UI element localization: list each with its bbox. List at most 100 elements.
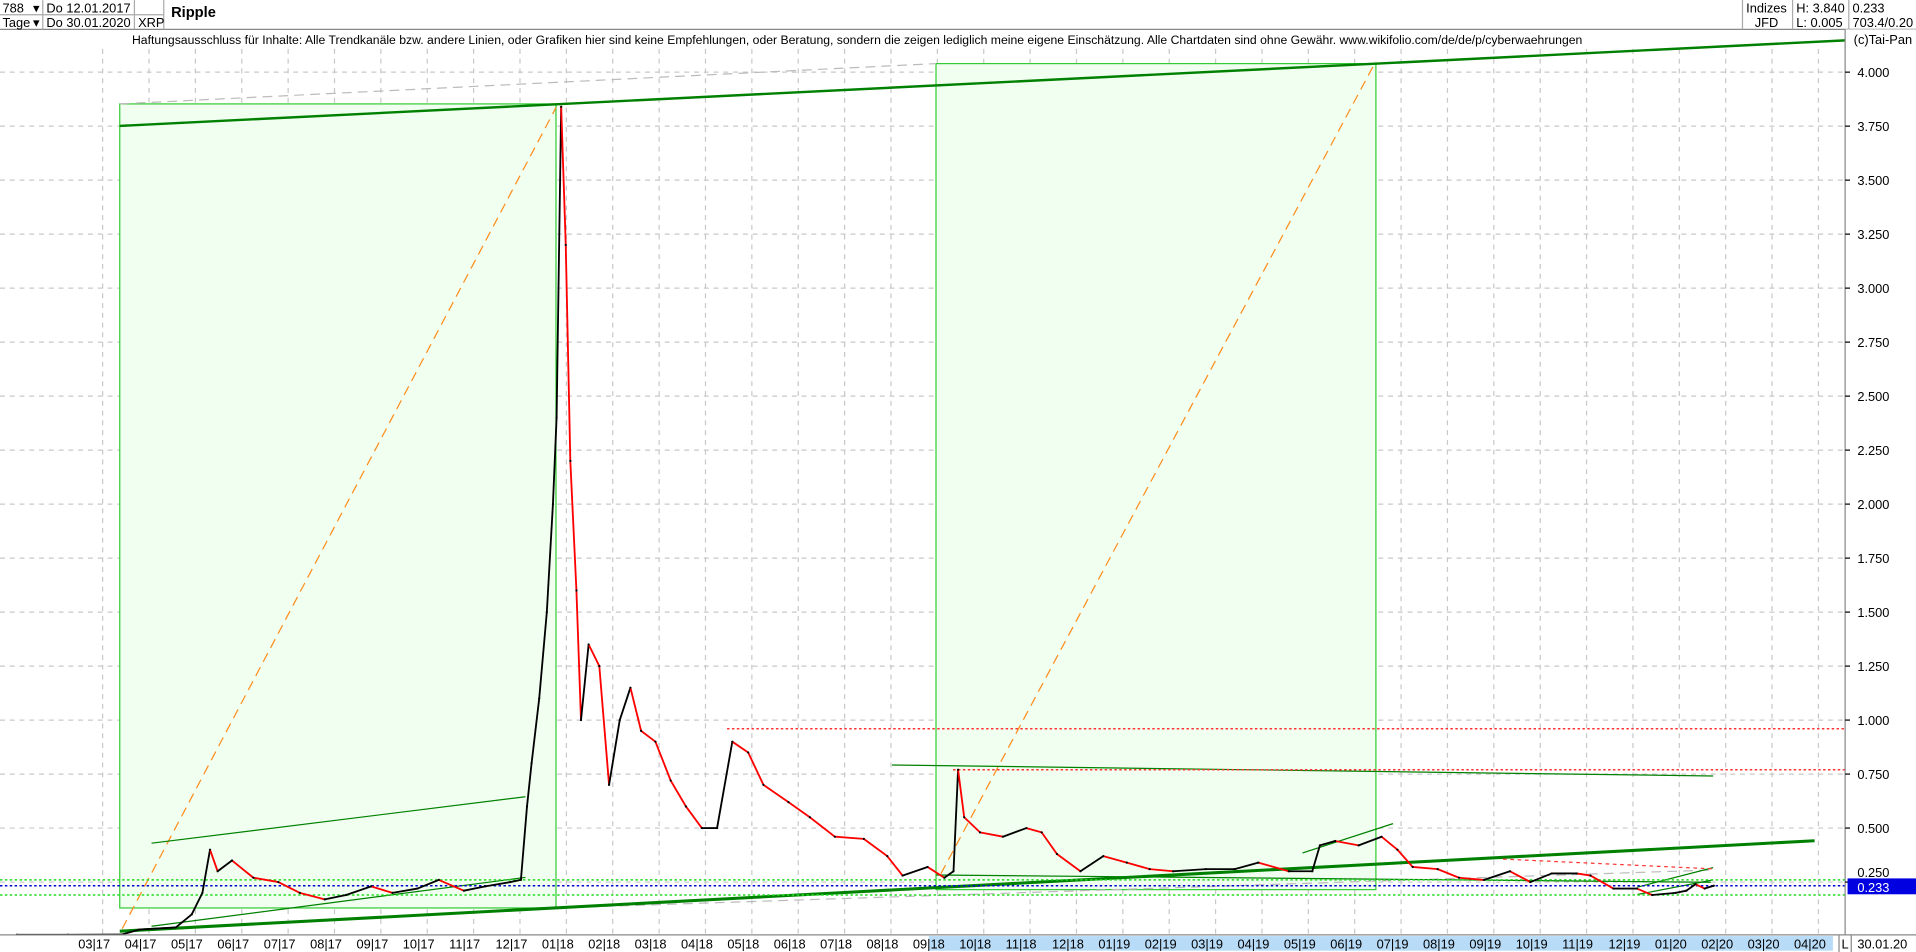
price-point: [669, 779, 672, 782]
x-tick-label: 06|17: [217, 936, 249, 951]
price-point: [833, 835, 836, 838]
horizontal-levels: [0, 727, 1846, 896]
price-point: [684, 805, 688, 808]
price-point: [538, 697, 541, 700]
bars-count-select[interactable]: 788: [2, 0, 23, 15]
price-segment: [1103, 855, 1128, 864]
price-point: [1040, 831, 1043, 834]
price-point: [1674, 891, 1677, 894]
price-segment: [979, 831, 1004, 838]
price-segment: [608, 719, 621, 786]
price-segment: [886, 855, 904, 877]
x-tick-label: 12|17: [496, 936, 528, 951]
date-from[interactable]: Do 12.01.2017: [46, 0, 130, 15]
price-point: [1411, 865, 1414, 869]
price-segment: [438, 879, 465, 892]
x-tick-label: 02|20: [1701, 936, 1733, 951]
trend-thin-5: [1302, 823, 1394, 854]
price-point: [484, 885, 487, 888]
axis-end-label: L: [1841, 936, 1848, 951]
price-segment: [629, 687, 642, 732]
price-segment: [1311, 845, 1321, 872]
price-segment: [927, 866, 945, 879]
price-point: [391, 891, 394, 894]
price-point: [298, 891, 301, 894]
x-tick-label: 10|17: [403, 936, 435, 951]
y-tick-label: 2.500: [1857, 389, 1889, 404]
price-point: [190, 913, 193, 916]
x-tick-label: 04|20: [1794, 936, 1826, 951]
price-point: [569, 459, 572, 463]
price-segment: [1334, 840, 1359, 847]
price-point: [564, 243, 567, 247]
price-segment: [1002, 827, 1027, 838]
price-series: [15, 105, 1715, 936]
chevron-down-icon[interactable]: ▾: [33, 0, 40, 15]
price-point: [370, 885, 373, 888]
price-point: [1055, 852, 1059, 856]
x-tick-label: 01|19: [1098, 936, 1130, 951]
analysis-overlays: [119, 39, 1846, 933]
price-segment: [1126, 861, 1150, 870]
price-point: [762, 783, 765, 786]
price-point: [1257, 861, 1260, 864]
price-point: [1172, 870, 1175, 873]
x-tick-label: 11|17: [449, 936, 480, 951]
price-point: [943, 876, 946, 879]
price-point: [715, 826, 719, 830]
price-segment: [190, 892, 204, 915]
header-bar: 788 ▾ Tage ▾ Do 12.01.2017 Do 30.01.2020…: [0, 0, 1916, 30]
y-tick-label: 2.250: [1857, 443, 1889, 458]
price-segment: [175, 913, 193, 929]
price-segment: [575, 590, 582, 721]
price-segment: [1437, 868, 1460, 879]
price-point: [598, 664, 601, 668]
price-segment: [1358, 835, 1382, 847]
y-tick-label: 1.000: [1857, 713, 1889, 728]
price-segment: [253, 876, 279, 883]
date-to[interactable]: Do 30.01.2020: [46, 15, 130, 30]
price-point: [1396, 848, 1399, 851]
chevron-down-icon[interactable]: ▾: [33, 15, 40, 30]
price-segment: [598, 666, 610, 785]
price-point: [1311, 870, 1314, 873]
red-dashed-trend: [1502, 858, 1714, 870]
x-tick-label: 07|19: [1377, 936, 1409, 951]
x-tick-label: 04|17: [125, 936, 157, 951]
price-point: [1204, 868, 1207, 871]
x-tick-label: 11|18: [1006, 936, 1037, 951]
price-segment: [1675, 889, 1687, 894]
price-segment: [1652, 891, 1676, 896]
price-segment: [530, 698, 541, 764]
x-tick-label: 05|18: [727, 936, 759, 951]
last-price-label: 0.233: [1857, 880, 1889, 895]
price-point: [1079, 870, 1082, 873]
price-segment: [963, 816, 981, 834]
price-point: [579, 718, 583, 722]
price-point: [886, 855, 889, 858]
price-segment: [787, 801, 811, 819]
x-tick-label: 09|17: [356, 936, 388, 951]
price-point: [1001, 835, 1005, 838]
price-segment: [370, 885, 393, 894]
price-point: [787, 801, 790, 804]
price-point: [1482, 878, 1486, 882]
price-segment: [1695, 883, 1706, 890]
price-segment: [485, 881, 511, 888]
price-point: [1436, 868, 1439, 871]
price-segment: [121, 928, 140, 936]
price-point: [1508, 870, 1512, 873]
y-tick-label: 1.250: [1857, 659, 1889, 674]
price-point: [618, 718, 621, 722]
copyright: (c)Tai-Pan: [1854, 32, 1912, 47]
interval-select[interactable]: Tage: [2, 15, 30, 30]
price-point: [952, 870, 955, 873]
price-point: [731, 740, 734, 743]
x-tick-label: 03|20: [1748, 936, 1780, 951]
x-axis: 03|17 04|17 05|17 06|17 07|17 08|17 09|17 10|17…: [78, 936, 1826, 951]
price-segment: [1458, 876, 1485, 881]
price-segment: [863, 838, 888, 857]
price-segment: [1412, 866, 1438, 871]
x-tick-label: 04|18: [681, 936, 713, 951]
